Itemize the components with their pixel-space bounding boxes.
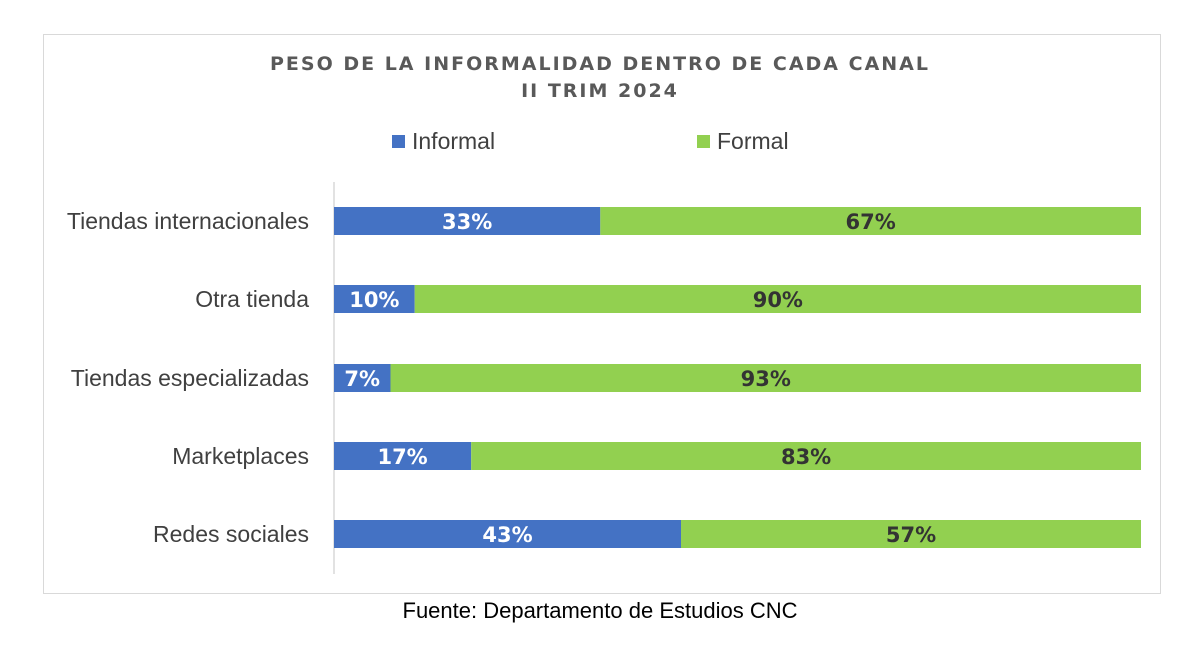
data-label-formal: 83%: [781, 445, 831, 469]
chart-subtitle: II TRIM 2024: [521, 80, 679, 102]
chart-title: PESO DE LA INFORMALIDAD DENTRO DE CADA C…: [269, 53, 930, 75]
category-label: Tiendas internacionales: [67, 208, 309, 234]
legend-swatch-formal: [697, 134, 710, 148]
bar-formal: [390, 364, 1141, 392]
bar-formal: [600, 207, 1141, 235]
data-label-informal: 33%: [442, 210, 492, 234]
data-label-informal: 17%: [377, 445, 427, 469]
legend-swatch-informal: [392, 134, 405, 148]
legend-item-informal: Informal: [392, 127, 495, 155]
legend-label-informal: Informal: [412, 127, 496, 154]
data-label-informal: 10%: [349, 288, 399, 312]
bar-informal: [334, 364, 391, 392]
data-label-formal: 67%: [846, 210, 896, 234]
bar-informal: [334, 442, 472, 470]
data-label-formal: 90%: [753, 288, 803, 312]
category-label: Tiendas especializadas: [71, 365, 309, 391]
legend-item-formal: Formal: [697, 127, 789, 155]
category-label: Otra tienda: [195, 286, 309, 312]
legend-label-formal: Formal: [717, 127, 789, 154]
data-label-informal: 7%: [344, 367, 380, 391]
category-label: Redes sociales: [153, 521, 309, 547]
bar-formal: [471, 442, 1141, 470]
bar-informal: [334, 285, 415, 313]
chart-frame: [43, 34, 1161, 594]
source-note: Fuente: Departamento de Estudios CNC: [402, 598, 798, 623]
bar-informal: [334, 207, 601, 235]
data-label-informal: 43%: [482, 523, 532, 547]
data-label-formal: 57%: [886, 523, 936, 547]
data-label-formal: 93%: [741, 367, 791, 391]
bar-informal: [334, 520, 682, 548]
bar-formal: [681, 520, 1141, 548]
category-label: Marketplaces: [172, 443, 309, 469]
bar-formal: [414, 285, 1141, 313]
